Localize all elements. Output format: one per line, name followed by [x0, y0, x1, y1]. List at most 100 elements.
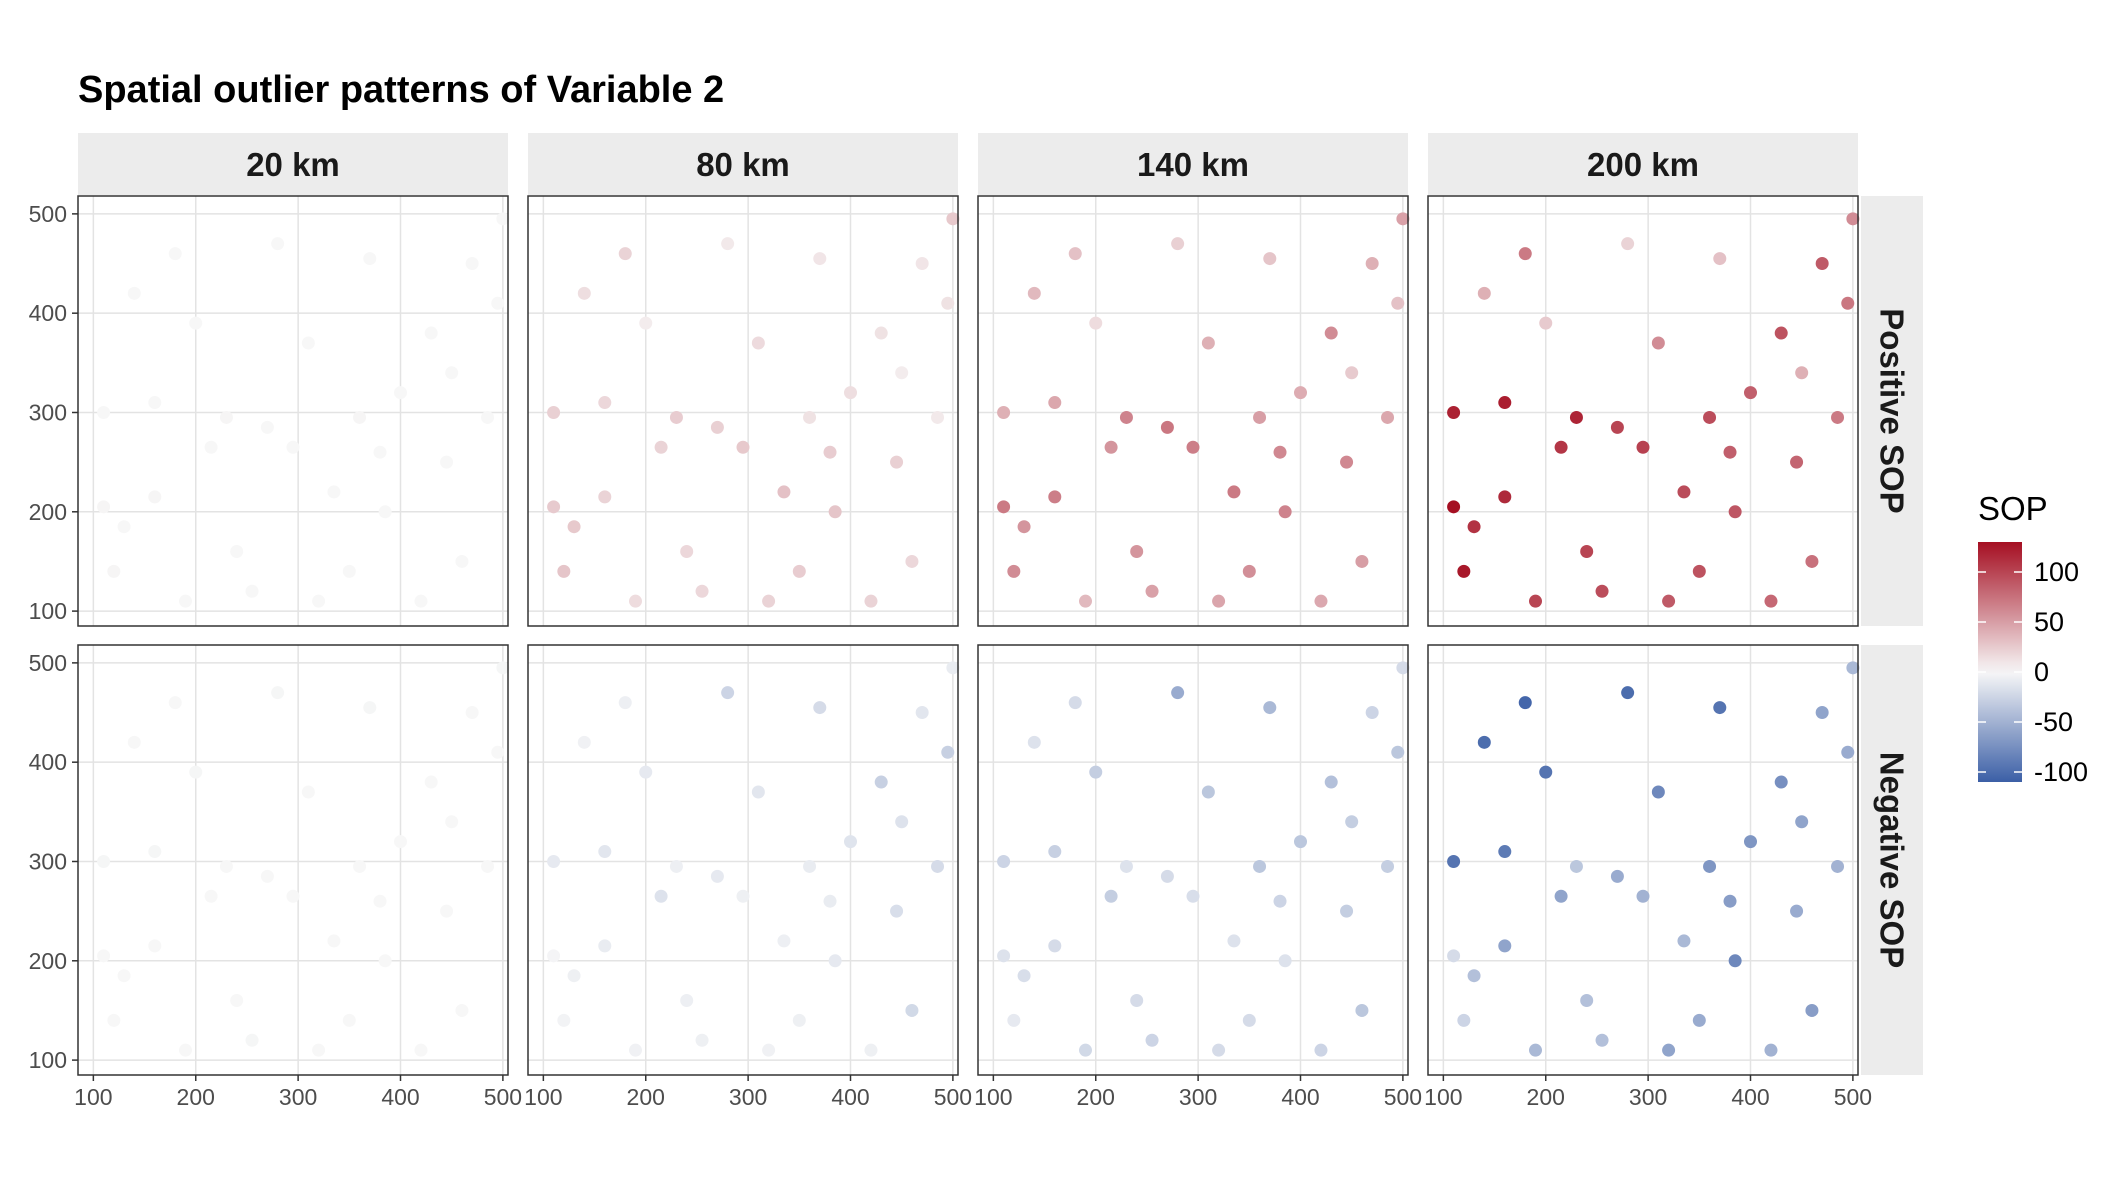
data-point	[1381, 410, 1395, 424]
y-tick-label: 100	[29, 598, 67, 624]
data-point	[491, 745, 505, 759]
data-point	[654, 889, 668, 903]
data-point	[1253, 410, 1267, 424]
data-point	[557, 1013, 571, 1027]
data-point	[327, 934, 341, 948]
facet-panel	[977, 195, 1410, 627]
data-point	[455, 554, 469, 568]
data-point	[736, 440, 750, 454]
data-point	[1795, 366, 1809, 380]
data-point	[1253, 859, 1267, 873]
data-point	[260, 420, 274, 434]
data-point	[1467, 520, 1481, 534]
row-strip	[1861, 196, 1923, 626]
data-point	[373, 445, 387, 459]
data-point	[414, 1043, 428, 1057]
data-point	[245, 1033, 259, 1047]
column-strip-label: 140 km	[1137, 146, 1249, 183]
data-point	[777, 934, 791, 948]
data-point	[1048, 396, 1062, 410]
data-point	[618, 247, 632, 261]
data-point	[874, 775, 888, 789]
data-point	[941, 745, 955, 759]
data-point	[455, 1003, 469, 1017]
data-point	[1846, 212, 1860, 226]
data-point	[1068, 247, 1082, 261]
data-point	[1079, 594, 1092, 608]
data-point	[1569, 410, 1583, 424]
data-point	[1345, 815, 1359, 829]
data-point	[1636, 889, 1650, 903]
data-point	[97, 854, 111, 868]
data-point	[168, 247, 182, 261]
data-point	[481, 859, 495, 873]
data-point	[440, 904, 454, 918]
data-point	[695, 1033, 709, 1047]
data-point	[890, 904, 904, 918]
data-point	[997, 854, 1011, 868]
data-point	[445, 815, 459, 829]
x-tick-label: 400	[831, 1084, 869, 1110]
legend-tick-label: -50	[2034, 707, 2073, 737]
data-point	[1340, 455, 1354, 469]
data-point	[1498, 845, 1512, 859]
column-strip-label: 80 km	[696, 146, 790, 183]
data-point	[424, 326, 438, 340]
data-point	[1119, 410, 1133, 424]
data-point	[301, 336, 315, 350]
column-strip-label: 20 km	[246, 146, 340, 183]
data-point	[1340, 904, 1354, 918]
data-point	[1728, 954, 1742, 968]
data-point	[353, 859, 367, 873]
data-point	[1554, 889, 1568, 903]
data-point	[1477, 286, 1491, 300]
data-point	[1728, 505, 1742, 519]
y-tick-label: 400	[29, 300, 67, 326]
data-point	[864, 594, 878, 608]
data-point	[946, 661, 960, 675]
data-point	[230, 994, 244, 1008]
x-tick-label: 300	[729, 1084, 767, 1110]
data-point	[629, 1043, 642, 1057]
legend-tick-label: -100	[2034, 757, 2088, 787]
data-point	[97, 405, 111, 419]
data-point	[1529, 1043, 1542, 1057]
data-point	[654, 440, 668, 454]
y-tick-label: 300	[29, 848, 67, 874]
data-point	[1805, 1003, 1819, 1017]
data-point	[1621, 686, 1635, 700]
data-point	[844, 835, 857, 849]
x-tick-label: 300	[279, 1084, 317, 1110]
data-point	[1171, 686, 1185, 700]
data-point	[1692, 564, 1706, 578]
data-point	[1610, 420, 1624, 434]
legend-title: SOP	[1978, 490, 2048, 527]
data-point	[327, 485, 341, 499]
data-point	[547, 854, 561, 868]
y-tick-label: 300	[29, 399, 67, 425]
data-point	[680, 994, 694, 1008]
facet-panels: 20 km 80 km 140 km 200 km Positive SOP Negati…	[29, 133, 1923, 1110]
data-point	[107, 564, 121, 578]
data-point	[1145, 584, 1159, 598]
data-point	[915, 257, 929, 271]
data-point	[481, 410, 495, 424]
data-point	[1345, 366, 1359, 380]
data-point	[127, 735, 141, 749]
data-point	[823, 894, 837, 908]
data-point	[828, 954, 842, 968]
data-point	[394, 835, 407, 849]
facet-panel: 100 200 300 400 500	[29, 195, 510, 627]
data-point	[1104, 440, 1118, 454]
data-point	[1365, 257, 1379, 271]
data-point	[1467, 969, 1481, 983]
data-point	[736, 889, 750, 903]
data-point	[803, 859, 817, 873]
data-point	[1447, 405, 1461, 419]
data-point	[1744, 386, 1757, 400]
data-point	[445, 366, 459, 380]
data-point	[1314, 1043, 1328, 1057]
data-point	[598, 939, 612, 953]
data-point	[1186, 440, 1200, 454]
data-point	[792, 1013, 806, 1027]
